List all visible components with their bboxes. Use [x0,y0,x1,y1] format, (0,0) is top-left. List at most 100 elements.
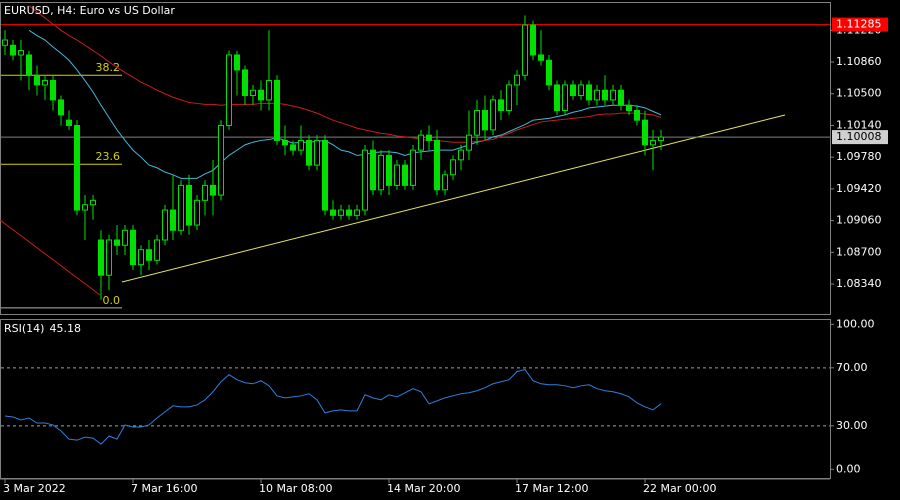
candle-body [434,139,440,191]
candle-body [50,80,56,101]
candle-body [58,99,64,116]
price-label-box [832,17,888,32]
candle-body [194,199,200,226]
candle-body [90,199,96,206]
candle-body [498,99,504,111]
candle-body [546,59,552,86]
x-tick-label: 3 Mar 2022 [3,482,66,495]
y-tick-label: 1.10140 [836,118,882,131]
moving-average [28,5,662,143]
candle-body [290,144,296,151]
candle-body [346,209,352,216]
candle-body [330,209,336,216]
trend-line [0,219,101,296]
candle-body [474,109,480,136]
candle-body [610,89,616,101]
candle-body [642,119,648,146]
candle-body [18,50,24,56]
candle-body [146,249,152,261]
candle-body [522,24,528,76]
candle-body [322,139,328,211]
candle-body [554,84,560,111]
candle-body [378,154,384,191]
candle-body [394,164,400,186]
rsi-value: 45.18 [49,322,81,335]
candle-body [514,74,520,86]
x-tick-label: 10 Mar 08:00 [259,482,332,495]
candle-body [650,139,656,146]
candle-body [410,149,416,186]
candle-body [202,184,208,201]
candle-body [154,239,160,261]
candle-body [178,184,184,231]
candle-body [98,239,104,276]
trend-line [121,114,786,283]
candle-body [402,164,408,186]
chart-title: EURUSD, H4: Euro vs US Dollar [4,4,175,17]
candle-body [658,136,664,141]
candle-body [226,54,232,126]
fibo-label: 23.6 [96,150,121,163]
candle-body [170,209,176,231]
candle-body [34,74,40,86]
candle-body [2,39,8,46]
candle-body [482,109,488,131]
rsi-y-tick-label: 70.00 [836,361,868,374]
plot-layer: 1.112201.108601.105001.101401.097801.094… [1,5,882,495]
candle-body [42,80,48,86]
candle-body [186,184,192,226]
price-label: 1.11285 [836,18,882,31]
rsi-label: RSI(14) [4,322,44,335]
candle-body [162,209,168,241]
y-tick-label: 1.09780 [836,150,882,163]
y-tick-label: 1.08700 [836,245,882,258]
candle-body [82,204,88,211]
candle-body [234,54,240,71]
candle-body [338,209,344,216]
candle-body [602,89,608,101]
main-panel-border [0,2,831,315]
candle-body [258,89,264,101]
candle-body [530,24,536,56]
rsi-y-tick-label: 100.00 [836,317,875,330]
y-tick-label: 1.08340 [836,277,882,290]
candle-body [210,184,216,196]
candle-body [626,104,632,111]
y-tick-label: 1.09060 [836,214,882,227]
candle-body [66,119,72,126]
candle-body [442,174,448,191]
price-label: 1.10008 [836,130,882,143]
candle-body [130,229,136,266]
candle-body [26,54,32,76]
candle-body [138,249,144,266]
candle-body [450,159,456,176]
candle-body [578,84,584,97]
candle-body [506,84,512,111]
candle-body [426,134,432,141]
rsi-y-tick-label: 30.00 [836,419,868,432]
candle-body [538,54,544,61]
x-tick-label: 7 Mar 16:00 [131,482,197,495]
candle-body [562,84,568,111]
candle-body [298,139,304,151]
candle-body [274,80,280,141]
candle-body [466,134,472,151]
candle-body [570,84,576,97]
x-tick-label: 22 Mar 00:00 [643,482,716,495]
y-tick-label: 1.09420 [836,182,882,195]
candle-body [282,139,288,146]
y-tick-label: 1.10500 [836,87,882,100]
candle-body [370,149,376,191]
candle-body [114,239,120,246]
candle-body [634,109,640,121]
candle-body [242,69,248,97]
fibo-label: 38.2 [96,61,121,74]
candle-body [594,89,600,101]
candle-body [618,89,624,106]
candle-body [386,154,392,186]
candle-body [106,239,112,276]
y-tick-label: 1.10860 [836,55,882,68]
candle-body [458,149,464,161]
